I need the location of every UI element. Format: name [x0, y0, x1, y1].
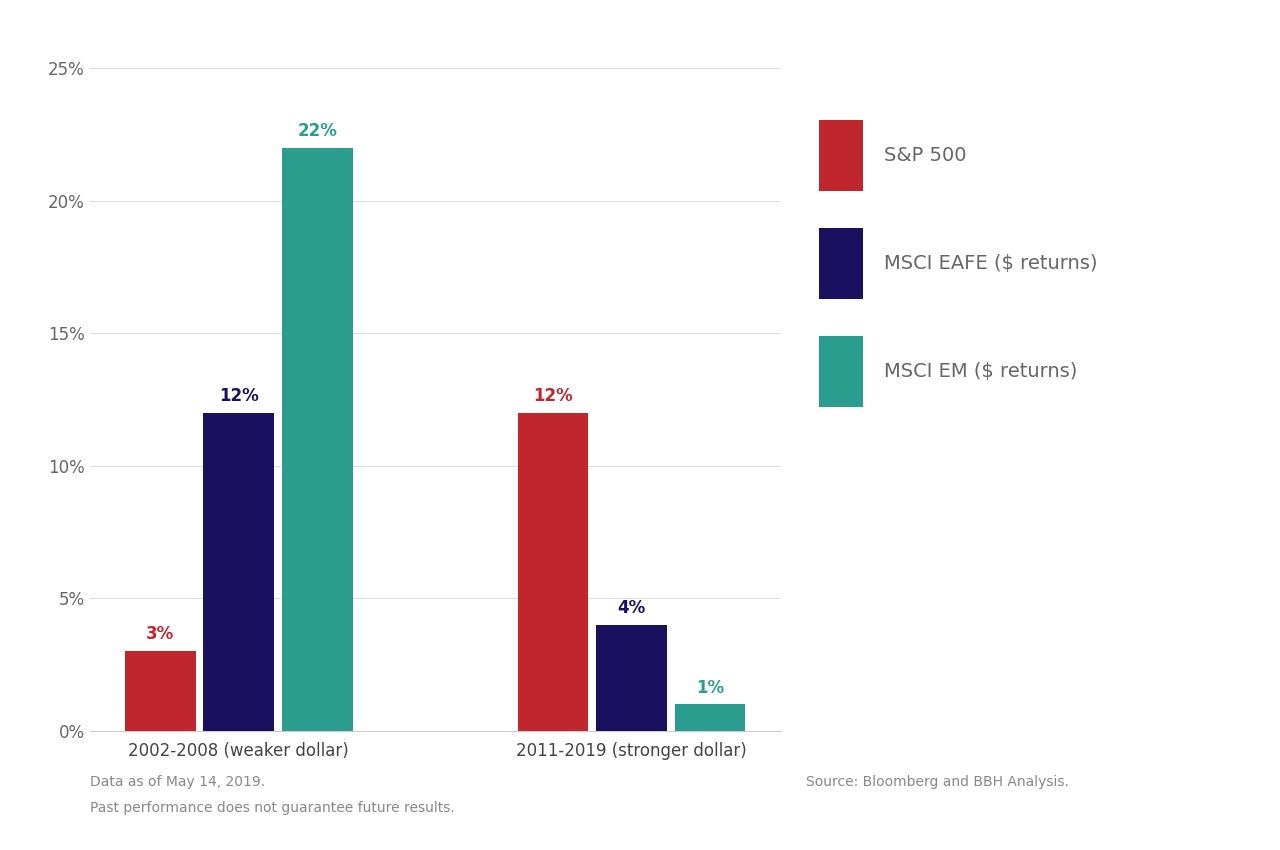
Bar — [596, 625, 667, 731]
Bar — [819, 228, 863, 299]
Text: ANNUALIZED ASSET CLASS RETURNS (IN USD) IN DIFFERENT CURRENCY ENVIRONMENTS: ANNUALIZED ASSET CLASS RETURNS (IN USD) … — [88, 22, 1192, 42]
Text: MSCI EAFE ($ returns): MSCI EAFE ($ returns) — [884, 254, 1098, 273]
Bar — [204, 413, 274, 731]
Bar — [675, 705, 745, 731]
Text: MSCI EM ($ returns): MSCI EM ($ returns) — [884, 361, 1078, 381]
Text: 3%: 3% — [146, 626, 174, 643]
Text: Source: Bloomberg and BBH Analysis.: Source: Bloomberg and BBH Analysis. — [806, 775, 1069, 790]
Bar — [517, 413, 589, 731]
Text: Data as of May 14, 2019.: Data as of May 14, 2019. — [90, 775, 265, 790]
Bar — [125, 651, 196, 731]
Text: 12%: 12% — [219, 387, 259, 405]
Text: 1%: 1% — [696, 678, 724, 696]
Text: 12%: 12% — [534, 387, 573, 405]
Bar — [819, 121, 863, 191]
Text: 22%: 22% — [297, 122, 338, 139]
Text: Past performance does not guarantee future results.: Past performance does not guarantee futu… — [90, 801, 454, 815]
Text: 4%: 4% — [617, 599, 645, 617]
Bar — [282, 148, 353, 731]
Text: S&P 500: S&P 500 — [884, 146, 966, 166]
Bar — [819, 336, 863, 406]
